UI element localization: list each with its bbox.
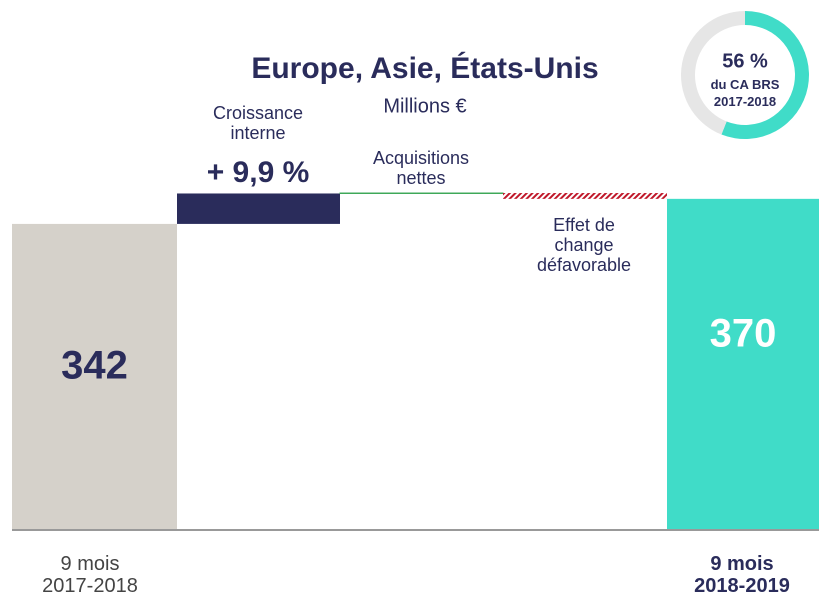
chart-subtitle: Millions € bbox=[383, 95, 466, 117]
donut-text: du CA BRS 2017-2018 bbox=[711, 77, 780, 109]
category-label: 9 mois 2018-2019 bbox=[694, 553, 790, 597]
bar bbox=[177, 193, 340, 224]
category-label: Croissance interne bbox=[213, 103, 303, 143]
category-label: Effet de change défavorable bbox=[537, 215, 631, 275]
donut-slice bbox=[680, 11, 745, 135]
bar bbox=[503, 193, 667, 199]
annotation: + 9,9 % bbox=[207, 156, 310, 189]
category-label: Acquisitions nettes bbox=[373, 148, 469, 188]
bar bbox=[667, 198, 819, 530]
donut-slice bbox=[721, 11, 809, 139]
donut-value: 56 % bbox=[722, 50, 768, 72]
value-label: 342 bbox=[61, 344, 128, 388]
chart-title: Europe, Asie, États-Unis bbox=[251, 51, 598, 85]
bar bbox=[12, 223, 177, 530]
category-label: 9 mois 2017-2018 bbox=[42, 553, 138, 597]
value-label: 370 bbox=[710, 312, 777, 356]
